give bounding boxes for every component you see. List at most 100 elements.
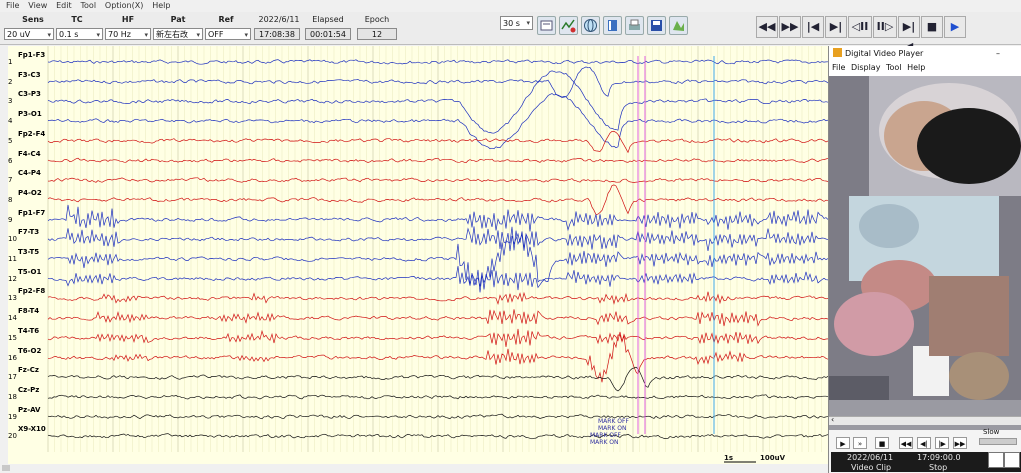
video-menu-display[interactable]: Display — [850, 63, 881, 72]
video-play-button[interactable]: ▶ — [836, 437, 850, 449]
channel-label[interactable]: Fp1-F3 — [18, 51, 46, 59]
mark-label: MARK OFF — [598, 418, 629, 425]
ref-select[interactable]: OFF ▾ — [205, 28, 251, 40]
menu-help[interactable]: Help — [152, 1, 171, 10]
video-position-slider[interactable]: ‹ — [829, 415, 1021, 425]
channel-label[interactable]: X9-X10 — [18, 425, 46, 434]
hf-label: HF — [121, 15, 135, 24]
filter-icon[interactable] — [559, 16, 578, 35]
fast-rewind-button[interactable]: ◀◀ — [756, 16, 778, 38]
video-fast-forward-button[interactable]: » — [853, 437, 867, 449]
channel-number: 19 — [8, 412, 17, 421]
eeg-waveform-panel[interactable]: 1 Fp1-F3 2 F3-C3 3 C3-P3 4 P3-O1 5 Fp2-F4 6 F4-C4 7 C… — [8, 46, 828, 464]
eeg-trace-T4-T6 — [47, 328, 828, 347]
menu-option[interactable]: Option(X) — [104, 1, 144, 10]
montage-icon[interactable] — [537, 16, 556, 35]
eeg-trace-C3-P3 — [47, 70, 828, 134]
channel-number: 16 — [8, 353, 17, 362]
channel-label[interactable]: P3-O1 — [18, 110, 42, 119]
video-date: 2022/06/11 — [847, 453, 894, 462]
hf-value: 70 Hz — [108, 30, 131, 39]
video-frame[interactable] — [829, 76, 1021, 459]
mark-label: MARK OFF — [590, 432, 621, 439]
video-menu-bar: File Display Tool Help — [829, 62, 1021, 74]
video-menu-tool[interactable]: Tool — [885, 63, 902, 72]
channel-label[interactable]: T6-O2 — [18, 346, 42, 355]
ref-value: OFF — [208, 30, 224, 39]
time-scale-label: 1s — [724, 454, 734, 462]
video-status-panel: 2022/06/11 17:09:00.0 Video Clip Stop — [831, 452, 1021, 472]
video-step-forward-button[interactable]: |▶ — [935, 437, 949, 449]
video-next-button[interactable]: ▶▶ — [953, 437, 967, 449]
channel-label[interactable]: T5-O1 — [18, 267, 42, 276]
channel-number: 1 — [8, 58, 13, 66]
tc-select[interactable]: 0.1 s ▾ — [56, 28, 103, 40]
channel-label[interactable]: F4-C4 — [18, 149, 41, 158]
channel-label[interactable]: C3-P3 — [18, 90, 41, 99]
pat-select[interactable]: 新左右改 ▾ — [153, 28, 203, 40]
channel-label[interactable]: Cz-Pz — [18, 385, 40, 394]
page-span-select[interactable]: 30 s ▾ — [500, 16, 533, 30]
minimize-icon[interactable]: – — [996, 49, 1000, 58]
hf-select[interactable]: 70 Hz ▾ — [105, 28, 151, 40]
eeg-trace-X9-X10 — [47, 433, 828, 440]
channel-label[interactable]: C4-P4 — [18, 169, 41, 178]
clock-time: 17:08:38 — [254, 28, 300, 40]
channel-label[interactable]: F7-T3 — [18, 228, 40, 237]
step-back-button[interactable]: ◁II — [848, 16, 872, 38]
channel-label[interactable]: Fp2-F8 — [18, 287, 46, 296]
channel-label[interactable]: F3-C3 — [18, 70, 41, 79]
map-icon[interactable] — [669, 16, 688, 35]
menu-tool[interactable]: Tool — [80, 1, 97, 10]
book-icon[interactable] — [603, 16, 622, 35]
video-speed-slider[interactable] — [979, 438, 1017, 445]
channel-label[interactable]: Pz-AV — [18, 405, 41, 414]
channel-label[interactable]: Fp1-F7 — [18, 208, 46, 217]
video-stop-button[interactable]: ■ — [875, 437, 889, 449]
skip-end-button[interactable]: ▶| — [825, 16, 847, 38]
video-scrollbar-area — [829, 400, 1021, 430]
globe-icon[interactable] — [581, 16, 600, 35]
sync-button[interactable]: ▶|◀ — [898, 16, 920, 53]
step-forward-button[interactable]: II▷ — [873, 16, 897, 38]
eeg-trace-Fp1-F3 — [47, 59, 828, 65]
menu-view[interactable]: View — [28, 1, 48, 10]
channel-label[interactable]: P4-O2 — [18, 188, 42, 197]
eeg-trace-F3-C3 — [47, 66, 828, 98]
download-icon[interactable] — [1004, 452, 1020, 468]
elapsed-time: 00:01:54 — [305, 28, 351, 40]
menu-bar: File View Edit Tool Option(X) Help — [0, 0, 1021, 12]
video-app-icon — [833, 48, 842, 57]
fast-forward-button[interactable]: ▶▶ — [779, 16, 801, 38]
save-icon[interactable] — [647, 16, 666, 35]
menu-file[interactable]: File — [6, 1, 20, 10]
channel-label[interactable]: Fz-Cz — [18, 366, 39, 375]
sens-select[interactable]: 20 uV ▾ — [4, 28, 54, 40]
channel-label[interactable]: T3-T5 — [18, 248, 40, 256]
chevron-down-icon: ▾ — [144, 31, 148, 39]
chevron-down-icon: ▾ — [244, 31, 248, 39]
mark-label: MARK ON — [598, 425, 627, 432]
channel-label[interactable]: Fp2-F4 — [18, 129, 46, 138]
zoom-icon[interactable] — [988, 452, 1004, 468]
print-icon[interactable] — [625, 16, 644, 35]
video-menu-help[interactable]: Help — [907, 63, 926, 72]
tc-value: 0.1 s — [59, 30, 79, 39]
channel-number: 20 — [8, 432, 17, 441]
mark-label: MARK ON — [590, 439, 619, 446]
video-menu-file[interactable]: File — [832, 63, 846, 72]
menu-edit[interactable]: Edit — [56, 1, 72, 10]
scroll-left-icon[interactable]: ‹ — [831, 415, 835, 424]
stop-button[interactable]: ■ — [921, 16, 943, 38]
channel-label[interactable]: T4-T6 — [18, 326, 40, 335]
eeg-trace-T3-T5 — [47, 226, 828, 293]
eeg-trace-Pz-AV — [47, 413, 828, 420]
chevron-down-icon: ▾ — [47, 31, 51, 39]
video-step-back-button[interactable]: ◀| — [917, 437, 931, 449]
channel-label[interactable]: F8-T4 — [18, 307, 40, 316]
eeg-trace-Cz-Pz — [47, 394, 828, 400]
eeg-trace-T6-O2 — [48, 334, 828, 383]
video-prev-button[interactable]: ◀◀ — [899, 437, 913, 449]
skip-start-button[interactable]: |◀ — [802, 16, 824, 38]
play-button[interactable]: ▶ — [944, 16, 966, 38]
